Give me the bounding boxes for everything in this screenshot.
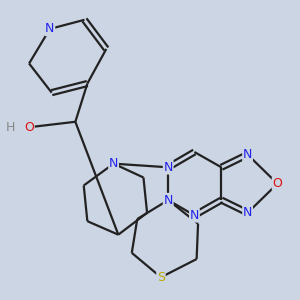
Text: H: H bbox=[6, 121, 16, 134]
Text: O: O bbox=[272, 177, 282, 190]
Text: N: N bbox=[243, 148, 252, 161]
Text: N: N bbox=[109, 157, 118, 170]
Text: N: N bbox=[164, 161, 173, 174]
Text: N: N bbox=[164, 194, 173, 207]
Text: S: S bbox=[157, 271, 165, 284]
Text: N: N bbox=[243, 206, 252, 219]
Text: N: N bbox=[45, 22, 55, 35]
Text: N: N bbox=[190, 209, 199, 222]
Text: O: O bbox=[24, 121, 34, 134]
